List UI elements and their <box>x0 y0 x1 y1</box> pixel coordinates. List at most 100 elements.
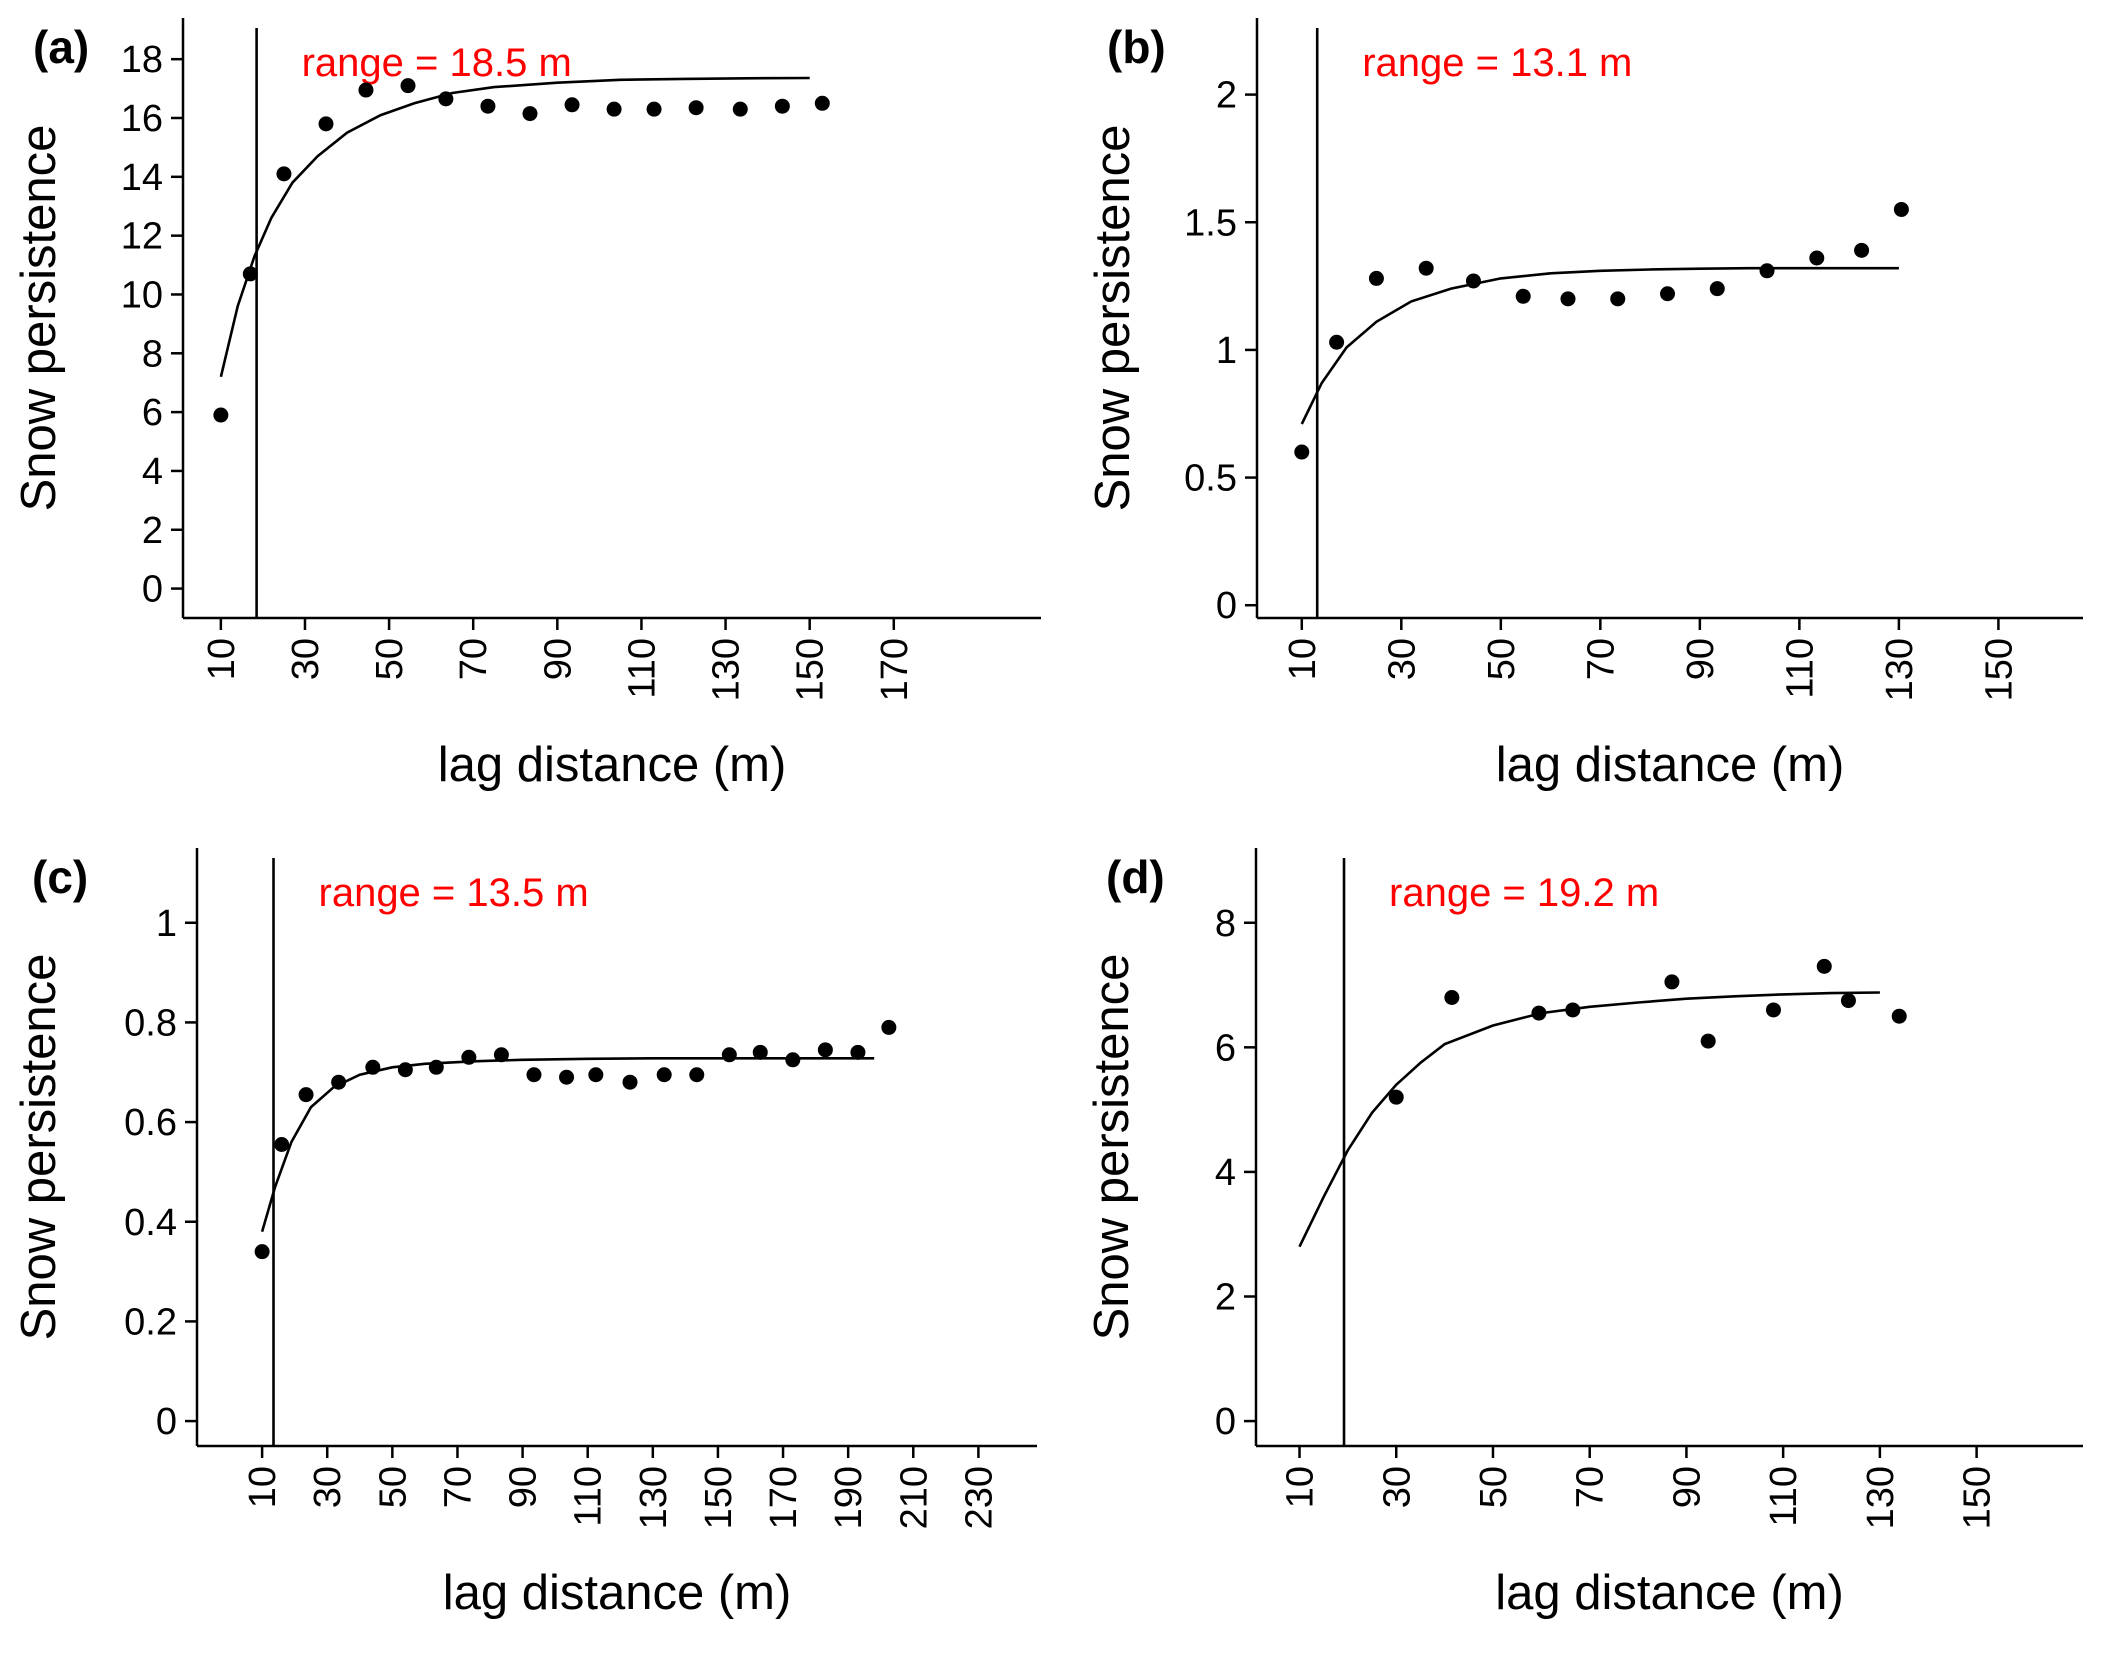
y-tick-label: 0.6 <box>124 1102 177 1144</box>
x-tick-label: 50 <box>372 1466 414 1508</box>
data-point <box>785 1052 801 1068</box>
x-tick-label: 150 <box>790 638 832 701</box>
data-point <box>752 1044 768 1060</box>
data-point <box>461 1049 477 1065</box>
y-tick-label: 0 <box>156 1401 177 1443</box>
x-tick-label: 70 <box>437 1466 479 1508</box>
x-tick-label: 10 <box>1282 638 1324 680</box>
fitted-variogram-line <box>1300 266 1899 425</box>
x-tick-label: 10 <box>1280 1466 1322 1508</box>
x-tick-label: 70 <box>1580 638 1622 680</box>
x-tick-label: 210 <box>893 1466 935 1529</box>
data-point <box>1560 291 1576 307</box>
fitted-variogram-line <box>219 76 810 378</box>
data-point <box>646 101 662 117</box>
x-tick-label: 50 <box>1481 638 1523 680</box>
x-tick-label: 30 <box>1381 638 1423 680</box>
data-point <box>1610 291 1626 307</box>
data-point <box>1388 1089 1404 1105</box>
y-tick-label: 6 <box>142 392 163 434</box>
x-axis-title: lag distance (m) <box>443 1566 792 1620</box>
panel-d: 0 2 4 6 8 10 30 50 70 90 110 130 150 lag distance (m)… <box>1085 848 2083 1620</box>
y-tick-label: 2 <box>142 510 163 552</box>
x-tick-label: 130 <box>1860 1466 1902 1529</box>
x-tick-label: 90 <box>503 1466 545 1508</box>
x-tick-label: 130 <box>633 1466 675 1529</box>
y-tick-label: 2 <box>1215 1277 1236 1319</box>
data-point <box>522 106 538 122</box>
x-tick-label: 230 <box>958 1466 1000 1529</box>
y-axis-title: Snow persistence <box>1086 125 1140 512</box>
x-tick-label: 110 <box>1779 638 1821 699</box>
y-tick-label: 8 <box>142 333 163 375</box>
data-point <box>721 1047 737 1063</box>
x-tick-label: 190 <box>828 1466 870 1529</box>
y-tick-label: 4 <box>142 451 163 493</box>
x-tick-label: 70 <box>453 638 495 680</box>
x-tick-label: 130 <box>706 638 748 701</box>
data-point <box>606 101 622 117</box>
data-point <box>814 95 830 111</box>
data-point <box>276 166 292 182</box>
y-tick-label: 1 <box>1216 330 1237 372</box>
data-point <box>1531 1005 1547 1021</box>
x-tick-label: 50 <box>1473 1466 1515 1508</box>
data-point <box>656 1067 672 1083</box>
y-tick-label: 0 <box>1215 1401 1236 1443</box>
data-point <box>318 116 334 132</box>
y-tick-label: 8 <box>1215 903 1236 945</box>
range-annotation: range = 13.5 m <box>319 871 589 915</box>
y-tick-label: 0.2 <box>124 1301 177 1343</box>
y-tick-label: 0.4 <box>124 1202 177 1244</box>
y-tick-label: 1.5 <box>1184 202 1237 244</box>
x-tick-label: 110 <box>568 1466 610 1527</box>
data-point <box>493 1047 509 1063</box>
panel-a: 0 2 4 6 8 10 12 14 16 18 10 30 50 70 90 110 130 150 170 lag… <box>12 18 1041 792</box>
x-tick-label: 90 <box>1680 638 1722 680</box>
fitted-variogram-line <box>1298 991 1880 1248</box>
data-point <box>1893 201 1909 217</box>
x-tick-label: 90 <box>1666 1466 1708 1508</box>
data-point <box>1444 990 1460 1005</box>
data-point <box>1809 250 1825 266</box>
y-tick-label: 0 <box>142 569 163 611</box>
x-tick-label: 50 <box>369 638 411 680</box>
y-axis-title: Snow persistence <box>12 125 66 512</box>
panel-label: (c) <box>32 851 88 903</box>
x-tick-label: 130 <box>1879 638 1921 701</box>
data-point <box>1759 263 1775 279</box>
x-tick-label: 10 <box>201 638 243 680</box>
data-point <box>1515 288 1531 304</box>
x-tick-label: 10 <box>242 1466 284 1508</box>
data-point <box>526 1067 542 1083</box>
data-point <box>564 97 580 113</box>
data-point <box>274 1137 290 1153</box>
data-point <box>1700 1033 1716 1049</box>
x-tick-label: 150 <box>698 1466 740 1529</box>
data-point <box>1418 260 1434 276</box>
data-point <box>850 1044 866 1060</box>
y-tick-label: 2 <box>1216 75 1237 117</box>
y-tick-label: 0 <box>1216 585 1237 627</box>
data-point <box>1840 993 1856 1009</box>
panel-label: (a) <box>33 21 89 73</box>
x-tick-label: 110 <box>621 638 663 699</box>
data-point <box>732 101 748 117</box>
range-annotation: range = 13.1 m <box>1362 41 1632 85</box>
x-axis-title: lag distance (m) <box>1496 738 1845 792</box>
data-point <box>365 1059 381 1075</box>
data-point <box>254 1244 270 1260</box>
data-point <box>428 1059 444 1075</box>
data-point <box>1664 974 1680 990</box>
data-point <box>1368 270 1384 286</box>
data-point <box>1816 958 1832 974</box>
data-point <box>622 1074 638 1090</box>
panel-label: (b) <box>1107 21 1166 73</box>
x-axis-title: lag distance (m) <box>1495 1566 1844 1620</box>
panel-b: 0 0.5 1 1.5 2 10 30 50 70 90 110 130 150 lag distance… <box>1086 18 2083 792</box>
data-point <box>689 1067 705 1083</box>
data-point <box>358 82 374 98</box>
y-tick-label: 10 <box>121 274 163 316</box>
